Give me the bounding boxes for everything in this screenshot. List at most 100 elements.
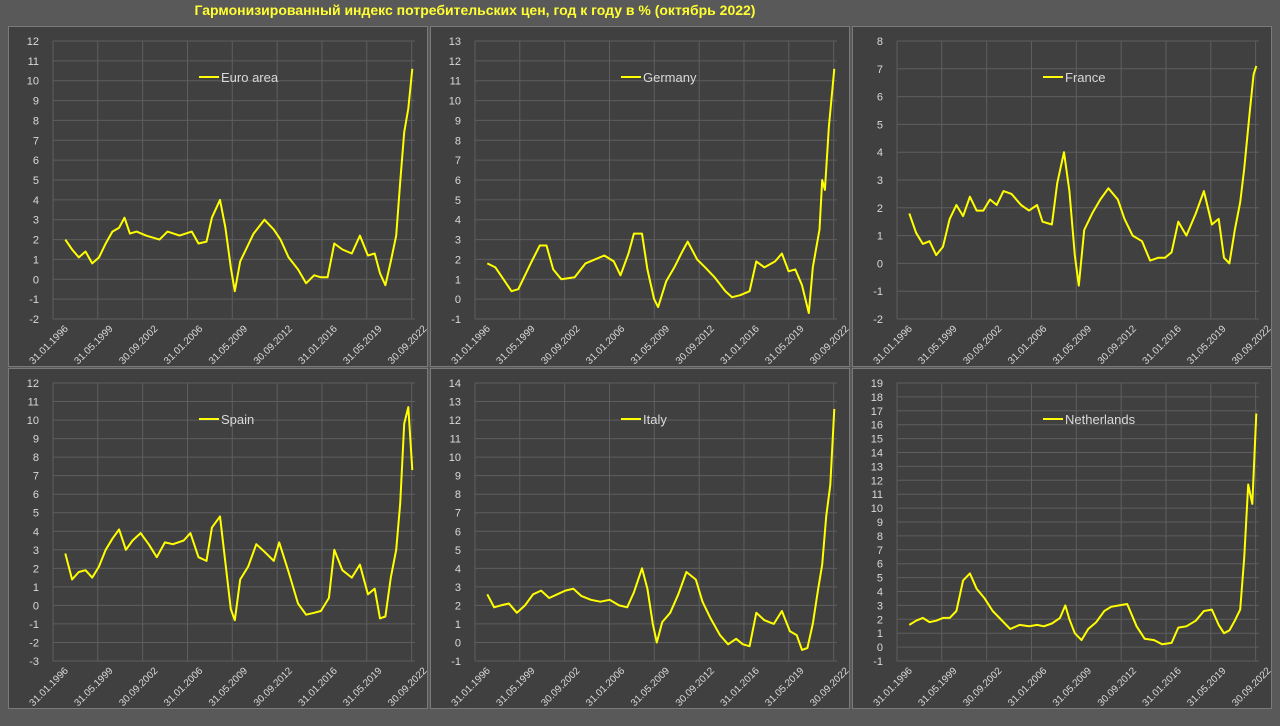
- y-tick-label: 9: [33, 434, 39, 446]
- chart-panel-netherlands: -1 0 1 2 3 4 5 6 7 8 9 10 11 12 13 14 15 16 17 18 19 31.01.19…: [852, 368, 1273, 709]
- y-tick-label: 4: [33, 526, 39, 538]
- y-tick-label: 5: [455, 195, 461, 207]
- x-tick-label: 30.09.2002: [117, 665, 160, 708]
- x-tick-label: 30.09.2002: [961, 665, 1004, 708]
- y-tick-label: 2: [33, 235, 39, 247]
- y-tick-label: -2: [29, 637, 39, 649]
- y-tick-label: 8: [455, 489, 461, 501]
- x-tick-label: 31.05.1999: [916, 665, 959, 708]
- x-tick-label: 30.09.2012: [674, 323, 717, 366]
- y-tick-label: 1: [33, 254, 39, 266]
- y-tick-label: 12: [27, 378, 39, 390]
- y-tick-label: 14: [449, 378, 461, 390]
- y-tick-label: 10: [449, 96, 461, 108]
- y-tick-label: 16: [871, 420, 883, 432]
- x-tick-label: 31.05.1999: [72, 323, 115, 366]
- y-tick-label: 15: [871, 434, 883, 446]
- y-tick-label: 11: [450, 76, 461, 88]
- y-tick-label: 5: [33, 508, 39, 520]
- chart-panel-euro-area: -2 -1 0 1 2 3 4 5 6 7 8 9 10 11 12 31.01.1996 31.05.1999…: [8, 26, 429, 367]
- x-tick-label: 31.01.2006: [1006, 323, 1049, 366]
- y-tick-label: 9: [455, 115, 461, 127]
- x-tick-label: 31.05.1999: [494, 323, 537, 366]
- y-tick-label: 6: [455, 526, 461, 538]
- y-tick-label: 0: [455, 294, 461, 306]
- y-tick-label: 0: [877, 642, 883, 654]
- y-tick-label: 2: [455, 254, 461, 266]
- chart-panel-spain: -3 -2 -1 0 1 2 3 4 5 6 7 8 9 10 11 12 31.01.1996 31.05.19…: [8, 368, 429, 709]
- y-tick-label: 3: [877, 600, 883, 612]
- y-tick-label: 9: [33, 96, 39, 108]
- series-line-euro-area: [64, 68, 414, 293]
- y-tick-label: 19: [871, 378, 883, 390]
- x-tick-label: 30.09.2012: [1096, 323, 1139, 366]
- y-tick-label: 6: [33, 489, 39, 501]
- y-tick-label: 11: [872, 489, 883, 501]
- legend-label: Spain: [221, 412, 254, 427]
- y-tick-label: 7: [33, 471, 39, 483]
- y-tick-label: 2: [455, 600, 461, 612]
- x-tick-label: 31.05.1999: [494, 665, 537, 708]
- x-tick-label: 31.01.2016: [1141, 665, 1184, 708]
- x-tick-label: 30.09.2012: [252, 323, 295, 366]
- series-line-france: [908, 65, 1258, 287]
- x-tick-label: 31.05.2019: [1185, 665, 1228, 708]
- x-tick-label: 31.01.2006: [1006, 665, 1049, 708]
- y-tick-label: 13: [449, 36, 461, 48]
- y-tick-label: 7: [455, 155, 461, 167]
- y-tick-label: 10: [871, 503, 883, 515]
- chart-panel-france: -2 -1 0 1 2 3 4 5 6 7 8 31.01.1996 31.05.1999 30.09.2…: [852, 26, 1273, 367]
- y-tick-label: 12: [449, 56, 461, 68]
- y-tick-label: 0: [877, 258, 883, 270]
- x-tick-label: 31.01.1996: [872, 323, 915, 366]
- y-tick-label: 0: [455, 637, 461, 649]
- legend-label: Netherlands: [1065, 412, 1136, 427]
- x-tick-label: 31.05.2009: [207, 323, 250, 366]
- y-tick-label: 10: [27, 76, 39, 88]
- x-tick-label: 30.09.2012: [252, 665, 295, 708]
- y-tick-label: 2: [33, 563, 39, 575]
- y-tick-label: 6: [877, 559, 883, 571]
- chart-panel-italy: -1 0 1 2 3 4 5 6 7 8 9 10 11 12 13 14 31.01.1996 31.05.19…: [430, 368, 851, 709]
- y-tick-label: 18: [871, 392, 883, 404]
- y-tick-label: 1: [877, 231, 883, 243]
- x-tick-label: 31.05.2019: [763, 323, 806, 366]
- x-tick-label: 31.05.2019: [1185, 323, 1228, 366]
- y-tick-label: 14: [871, 448, 883, 460]
- y-tick-label: 1: [455, 619, 461, 631]
- series-line-germany: [486, 68, 836, 314]
- y-tick-label: 5: [33, 175, 39, 187]
- y-tick-label: 12: [449, 415, 461, 427]
- y-tick-label: 11: [450, 434, 461, 446]
- y-tick-label: 0: [33, 274, 39, 286]
- y-tick-label: 4: [33, 195, 39, 207]
- y-tick-label: 10: [27, 415, 39, 427]
- legend-label: Germany: [643, 70, 697, 85]
- y-tick-label: 8: [877, 36, 883, 48]
- x-tick-label: 31.01.2006: [162, 323, 205, 366]
- x-tick-label: 31.01.2016: [297, 323, 340, 366]
- y-tick-label: -1: [451, 314, 461, 326]
- y-tick-label: 5: [455, 545, 461, 557]
- y-tick-label: 3: [455, 582, 461, 594]
- x-tick-label: 31.01.2016: [719, 323, 762, 366]
- y-tick-label: 1: [455, 274, 461, 286]
- series-line-italy: [486, 408, 836, 651]
- y-tick-label: -1: [873, 656, 883, 668]
- y-tick-label: -1: [29, 294, 39, 306]
- x-tick-label: 30.09.2002: [539, 323, 582, 366]
- y-tick-label: 1: [33, 582, 39, 594]
- x-tick-label: 31.05.2019: [341, 323, 384, 366]
- x-tick-label: 30.09.2012: [674, 665, 717, 708]
- page-title: Гармонизированный индекс потребительских…: [194, 2, 756, 18]
- x-tick-label: 30.09.2022: [1230, 665, 1273, 708]
- y-tick-label: 3: [877, 175, 883, 187]
- y-tick-label: -1: [873, 286, 883, 298]
- x-tick-label: 31.01.2016: [1141, 323, 1184, 366]
- x-tick-label: 30.09.2022: [386, 323, 429, 366]
- x-tick-label: 30.09.2022: [808, 323, 851, 366]
- x-tick-label: 31.05.2009: [1051, 323, 1094, 366]
